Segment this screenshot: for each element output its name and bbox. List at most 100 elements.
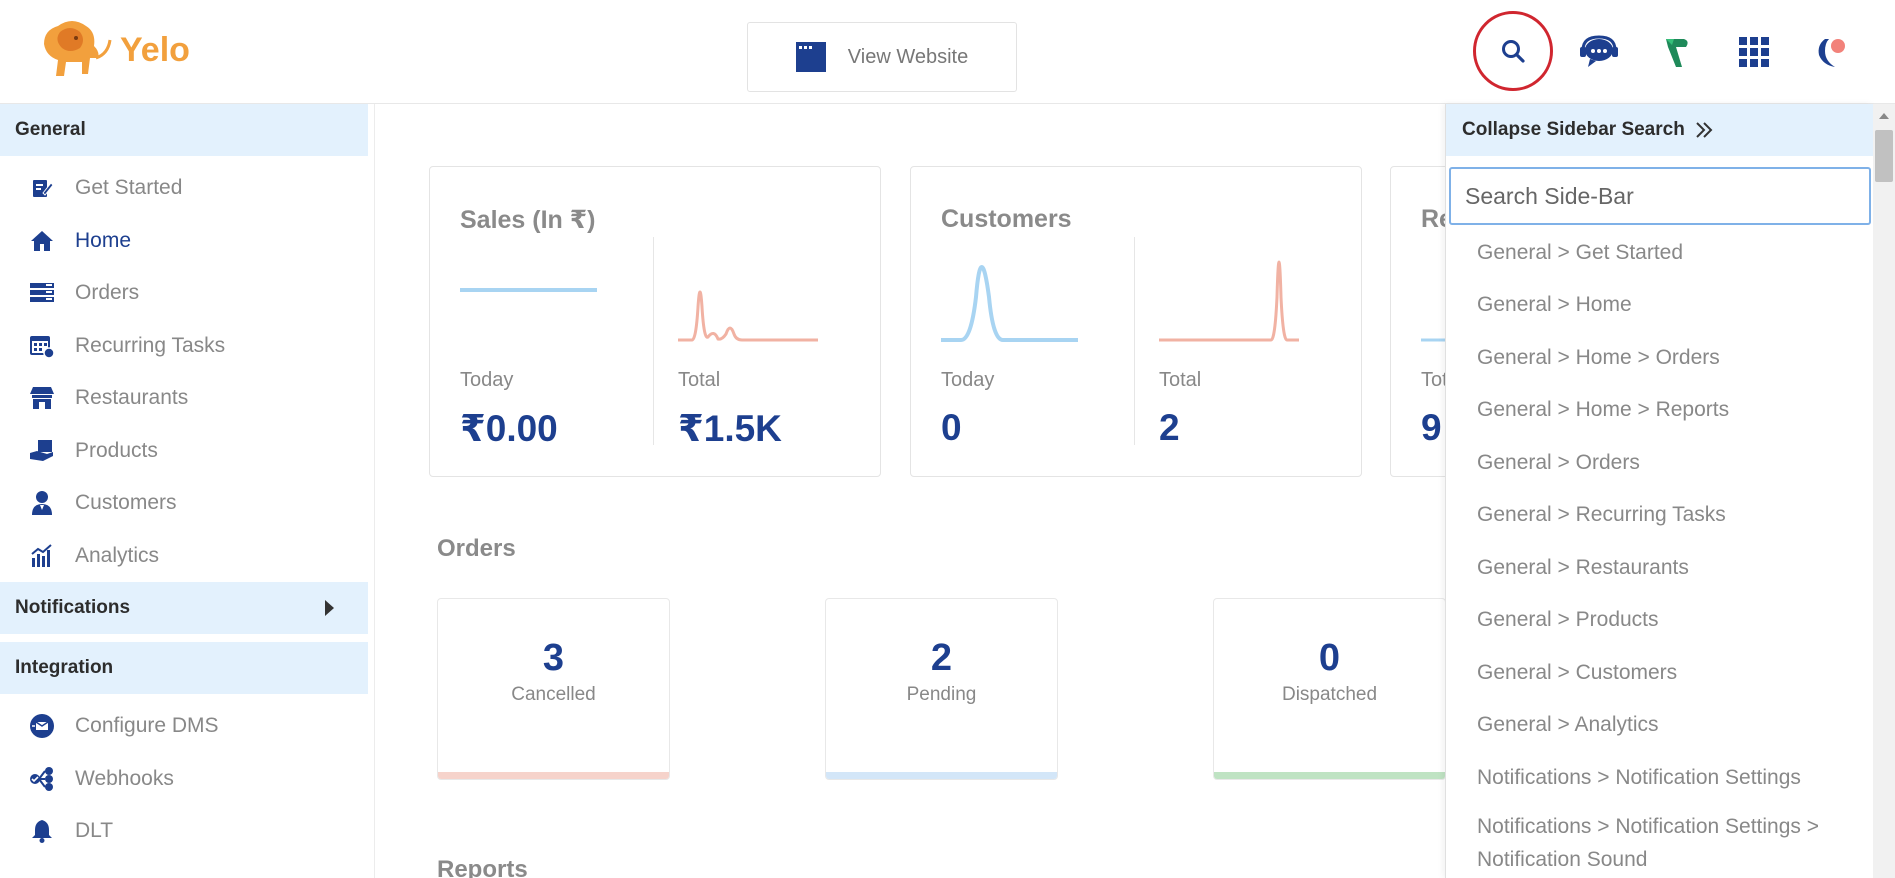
profile-icon[interactable]	[1800, 20, 1864, 84]
top-bar: Yelo View Website	[0, 0, 1895, 104]
sidebar-item-label: Restaurants	[75, 386, 189, 410]
stat-color-bar	[1214, 772, 1445, 779]
search-result-item[interactable]: General > Home > Orders	[1477, 345, 1720, 369]
collapse-sidebar-search-button[interactable]: Collapse Sidebar Search	[1446, 104, 1873, 156]
sidebar-item-webhooks[interactable]: Webhooks	[0, 753, 374, 806]
sales-card: Sales (In ₹) Today ₹0.00 Total ₹1.5K	[429, 166, 881, 477]
sidebar-search-input[interactable]	[1449, 167, 1871, 225]
sidebar-item-label: Get Started	[75, 176, 183, 200]
get-started-icon	[28, 174, 56, 202]
customers-today-sparkline	[941, 265, 1078, 342]
search-result-item[interactable]: General > Analytics	[1477, 713, 1659, 737]
section-label: Integration	[15, 657, 114, 678]
sidebar-item-label: Products	[75, 438, 158, 462]
sidebar-item-configure-dms[interactable]: Configure DMS	[0, 700, 374, 753]
stat-color-bar	[438, 772, 669, 779]
search-result-item[interactable]: General > Orders	[1477, 450, 1640, 474]
reviews-card: Re Tot 9	[1390, 166, 1445, 477]
analytics-icon	[28, 542, 56, 570]
search-result-item[interactable]: General > Home > Reports	[1477, 398, 1730, 422]
third-card-sparkline	[1421, 338, 1445, 342]
third-card-title: Re	[1421, 205, 1445, 233]
order-stat-dispatched[interactable]: 0 Dispatched	[1213, 598, 1445, 780]
products-icon	[28, 437, 56, 465]
orders-section-title: Orders	[437, 535, 516, 562]
sidebar-item-home[interactable]: Home	[0, 215, 374, 268]
sidebar-item-restaurants[interactable]: Restaurants	[0, 372, 374, 425]
reports-section-title: Reports	[437, 856, 528, 878]
sidebar-item-label: Analytics	[75, 543, 160, 567]
search-result-item[interactable]: General > Recurring Tasks	[1477, 503, 1726, 527]
search-result-item[interactable]: General > Customers	[1477, 660, 1678, 684]
sidebar-item-orders[interactable]: Orders	[0, 267, 374, 320]
sidebar-section-notifications[interactable]: Notifications	[0, 582, 368, 634]
customers-total-label: Total	[1159, 369, 1202, 391]
sales-total-sparkline	[678, 290, 818, 342]
search-result-item[interactable]: General > Restaurants	[1477, 555, 1689, 579]
sidebar-item-recurring-tasks[interactable]: Recurring Tasks	[0, 320, 374, 373]
view-website-button[interactable]: View Website	[747, 22, 1017, 92]
order-stat-pending[interactable]: 2 Pending	[825, 598, 1058, 780]
sidebar-item-dlt[interactable]: DLT	[0, 805, 374, 858]
brand-logo[interactable]: Yelo	[38, 18, 190, 82]
third-card-label: Tot	[1421, 369, 1445, 391]
sales-today: Today ₹0.00	[460, 237, 660, 449]
order-stat-cancelled[interactable]: 3 Cancelled	[437, 598, 670, 780]
dlt-bell-icon	[28, 817, 56, 845]
panel-scrollbar[interactable]	[1873, 104, 1895, 878]
search-icon[interactable]	[1473, 11, 1553, 91]
scrollbar-thumb[interactable]	[1875, 130, 1893, 182]
dashboard-main: Sales (In ₹) Today ₹0.00 Total ₹1.5K Cus…	[376, 104, 1445, 878]
left-sidebar: General Get Started Home Orders Recurrin…	[0, 104, 375, 878]
search-result-item[interactable]: General > Get Started	[1477, 240, 1684, 264]
stat-count: 3	[542, 637, 565, 679]
customers-total-value: 2	[1159, 407, 1180, 448]
stat-color-bar	[826, 772, 1057, 779]
sidebar-item-get-started[interactable]: Get Started	[0, 162, 374, 215]
sidebar-section-general[interactable]: General	[0, 104, 368, 156]
sales-today-sparkline	[460, 288, 597, 292]
customers-today-label: Today	[941, 369, 995, 391]
brand-name: Yelo	[120, 30, 190, 69]
sidebar-item-label: Recurring Tasks	[75, 333, 226, 357]
sales-title: Sales (In ₹)	[460, 206, 596, 234]
sidebar-item-analytics[interactable]: Analytics	[0, 530, 374, 583]
customers-title: Customers	[941, 205, 1072, 233]
sidebar-item-label: Webhooks	[75, 766, 174, 790]
stat-label: Cancelled	[511, 684, 596, 705]
scroll-up-arrow-icon[interactable]	[1879, 113, 1889, 119]
support-chat-icon[interactable]	[1566, 20, 1630, 84]
caret-right-icon	[325, 600, 334, 616]
divider	[653, 237, 654, 445]
third-card-value: 9	[1421, 407, 1442, 448]
configure-dms-icon	[28, 712, 56, 740]
customers-card: Customers Today 0 Total 2	[910, 166, 1362, 477]
stat-count: 0	[1318, 637, 1341, 679]
webhooks-icon	[28, 765, 56, 793]
search-result-item[interactable]: General > Products	[1477, 608, 1659, 632]
home-icon	[28, 227, 56, 255]
apps-grid-icon[interactable]	[1722, 20, 1786, 84]
search-result-item[interactable]: Notifications > Notification Settings	[1477, 765, 1801, 789]
double-chevron-right-icon	[1696, 122, 1713, 138]
stat-label: Dispatched	[1281, 684, 1378, 705]
browser-window-icon	[795, 42, 826, 72]
stat-label: Pending	[906, 684, 977, 705]
sidebar-item-label: DLT	[75, 819, 114, 843]
collapse-label: Collapse Sidebar Search	[1462, 119, 1685, 140]
orders-icon	[28, 279, 56, 307]
sidebar-item-label: Home	[75, 228, 132, 252]
partner-logo-icon[interactable]	[1645, 20, 1709, 84]
sales-total: Total ₹1.5K	[678, 237, 878, 449]
restaurants-icon	[28, 384, 56, 412]
search-result-item[interactable]: General > Home	[1477, 293, 1632, 317]
sales-today-label: Today	[460, 369, 514, 391]
search-result-item[interactable]: Notifications > Notification Settings > …	[1477, 814, 1820, 871]
sidebar-section-integration[interactable]: Integration	[0, 642, 368, 694]
customers-today: Today 0	[941, 237, 1141, 448]
sidebar-item-customers[interactable]: Customers	[0, 477, 374, 530]
recurring-tasks-icon	[28, 332, 56, 360]
sidebar-item-products[interactable]: Products	[0, 425, 374, 478]
sales-today-value: ₹0.00	[460, 408, 558, 449]
section-label: Notifications	[15, 597, 131, 618]
